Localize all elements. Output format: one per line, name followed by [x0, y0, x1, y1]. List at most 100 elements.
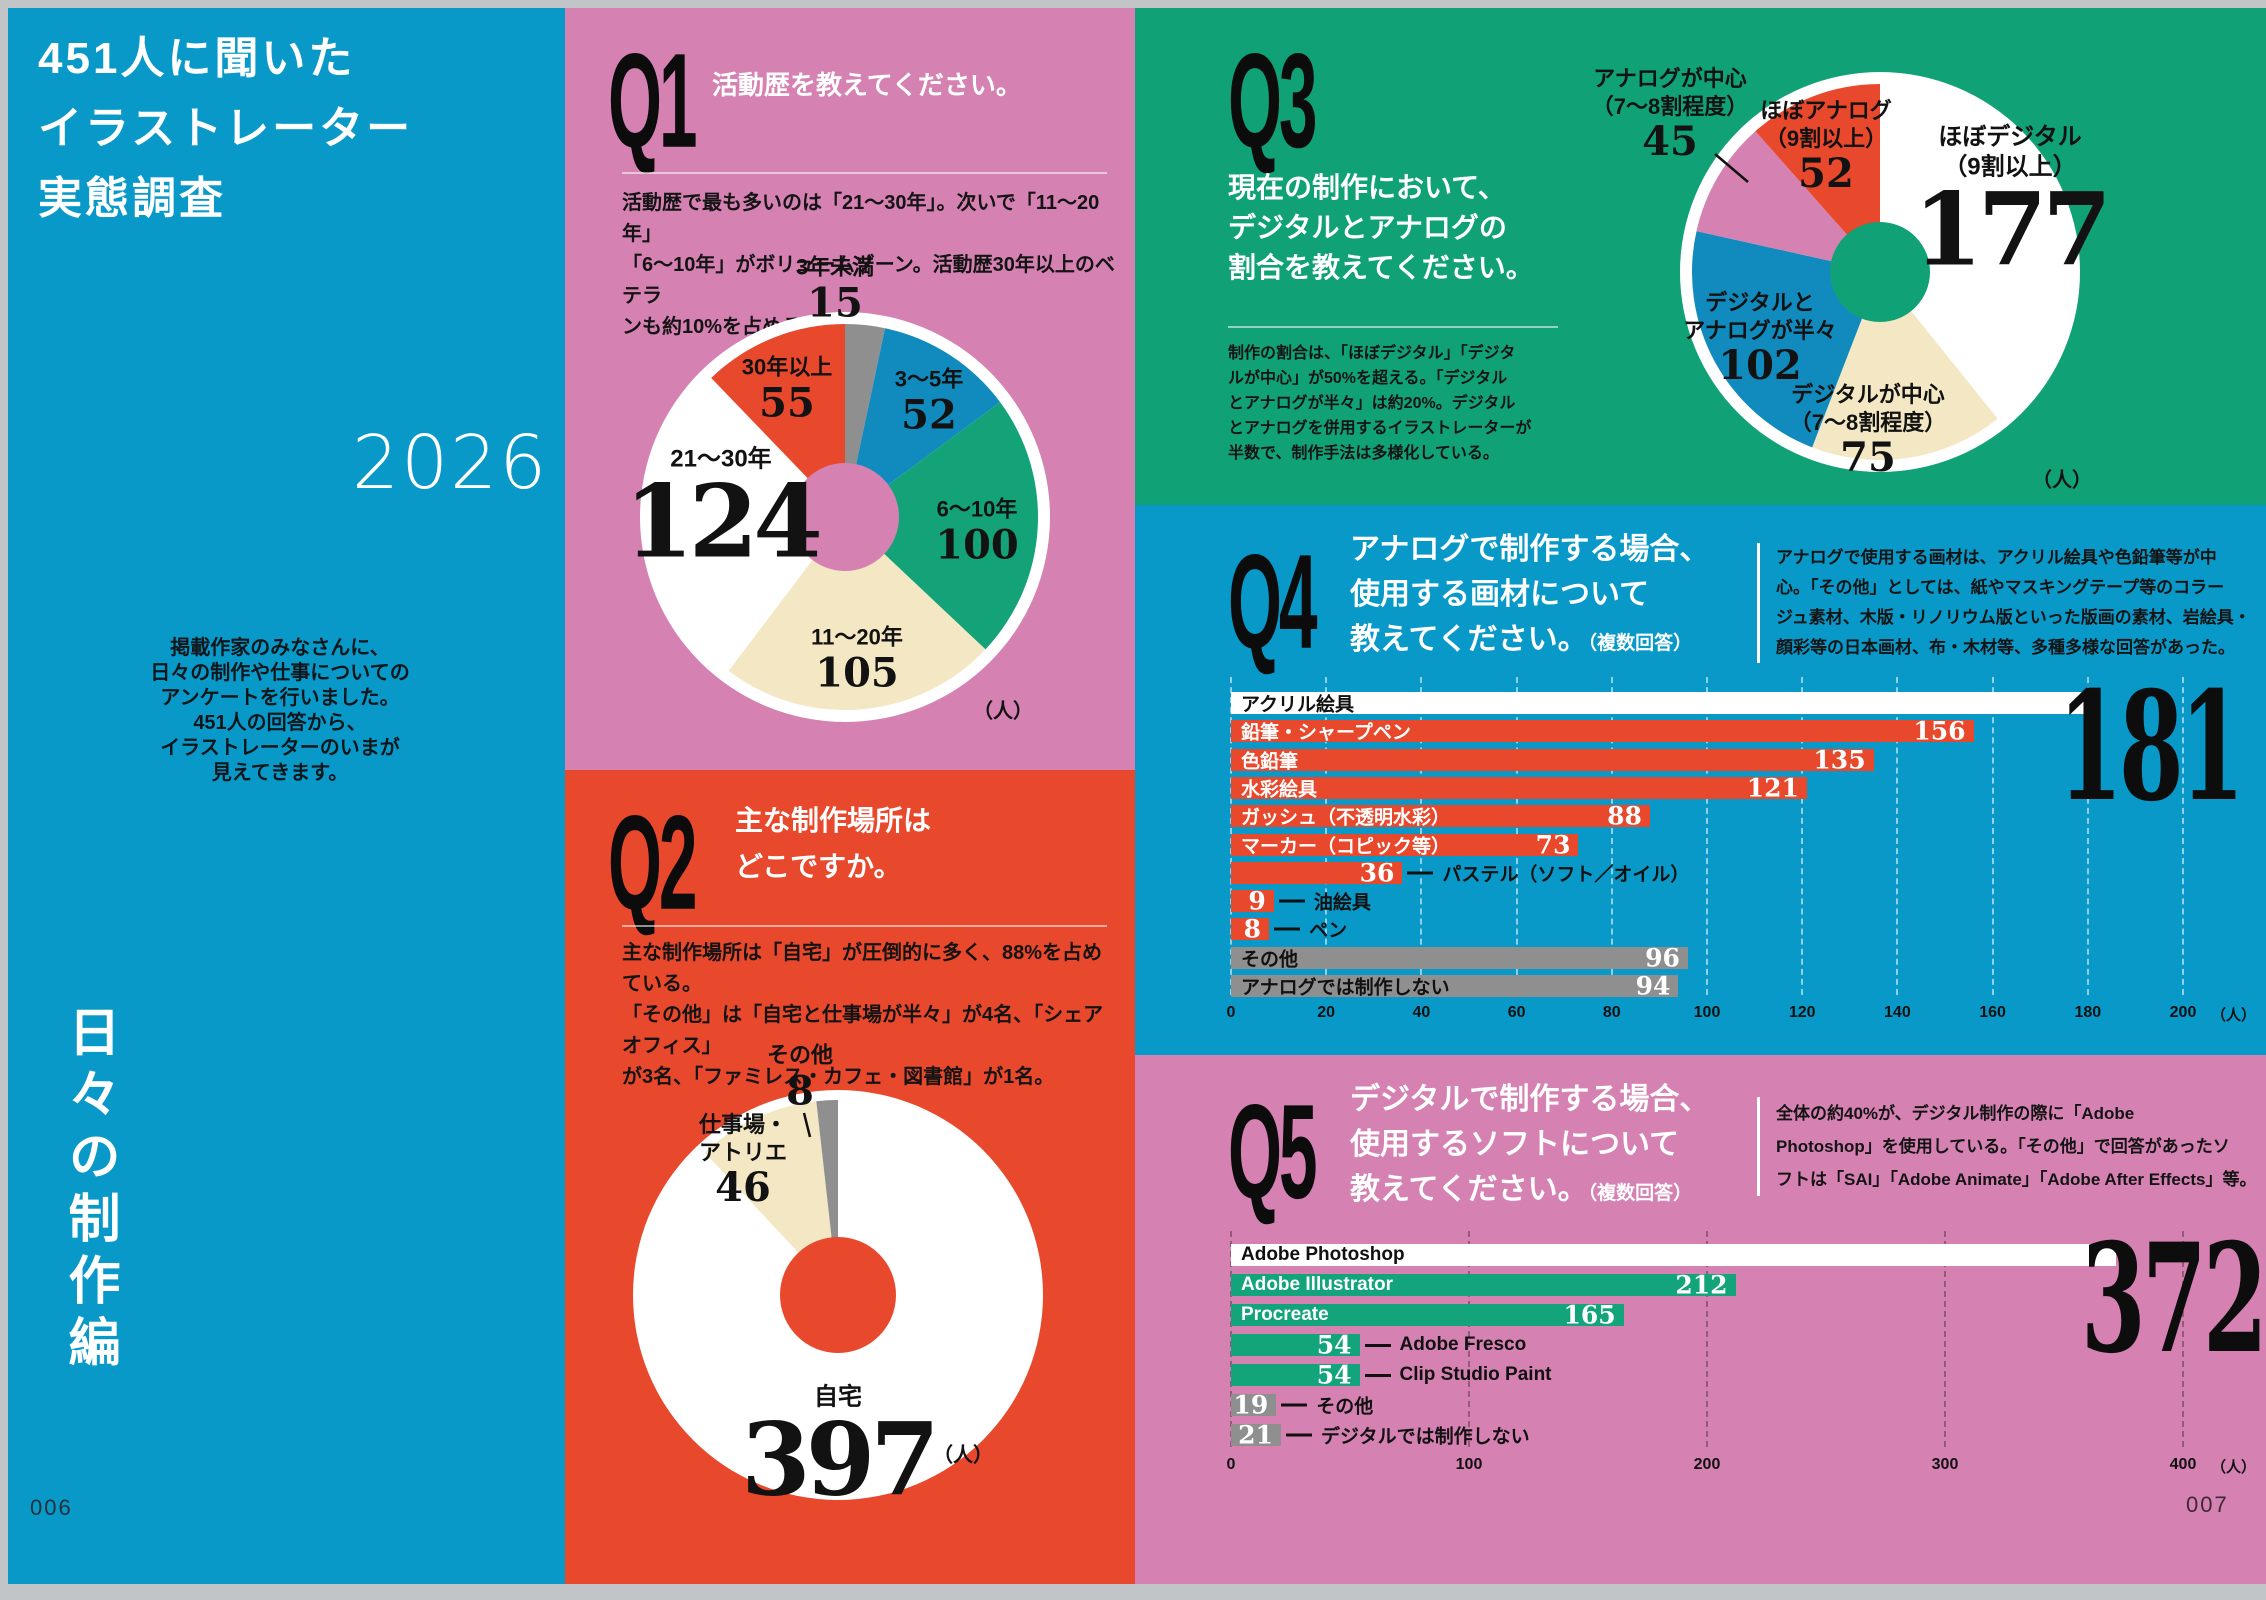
cover-panel: 451人に聞いた イラストレーター 実態調査 2026 掲載作家のみなさんに、 … — [8, 8, 565, 1584]
bar-label: Adobe Photoshop — [1241, 1244, 1405, 1265]
bar-row: マーカー（コピック等） 73 — [1231, 830, 1579, 859]
axis-unit-label: （人） — [2211, 1007, 2257, 1024]
axis-unit-label: （人） — [2211, 1459, 2257, 1476]
bar-value: 54 — [1316, 1360, 1352, 1390]
bar-label: アナログでは制作しない — [1241, 977, 1450, 999]
section-title-vertical: 日々の制作編 — [60, 1005, 118, 1377]
bar-label-outside: Clip Studio Paint — [1364, 1364, 1552, 1386]
pie-unit-label: （人） — [2032, 469, 2092, 492]
gridline — [1991, 677, 1994, 995]
q1-mark: Q1 — [608, 25, 698, 176]
bar-label: Adobe Illustrator — [1241, 1274, 1394, 1295]
bar-row: 19 — [1231, 1391, 1277, 1420]
bar-connector-line — [1281, 1403, 1308, 1407]
pie-unit-label: （人） — [973, 700, 1033, 723]
bar-value-big: 181 — [2057, 659, 2245, 835]
pie-slice — [1755, 84, 1880, 272]
axis-tick-label: 300 — [1931, 1456, 1959, 1473]
page-title: 451人に聞いた イラストレーター 実態調査 — [38, 34, 414, 223]
pie-slice — [728, 517, 986, 710]
bar-value: 156 — [1913, 716, 1966, 746]
axis-tick-label: 40 — [1412, 1004, 1431, 1021]
bar-value: 165 — [1563, 1300, 1616, 1330]
q1-question: 活動歴を教えてください。 — [712, 66, 1022, 104]
bar-label: 鉛筆・シャープペン — [1241, 722, 1411, 744]
bar-row: Procreate 165 — [1231, 1301, 1624, 1330]
gridline — [1944, 1231, 1946, 1447]
bar-value-big: 372 — [2081, 1211, 2266, 1387]
q5-bar-chart: 0 100 200 300 400 （人） Adobe Photoshop 372 Adobe … — [1135, 1055, 2266, 1584]
gridline — [1896, 677, 1899, 995]
gridline — [1706, 677, 1708, 995]
q3-panel: Q3 現在の制作において、 デジタルとアナログの 割合を教えてください。 制作の… — [1135, 8, 2266, 505]
bar-row: アクリル絵具 — [1231, 692, 2093, 716]
bar-label-outside: デジタルでは制作しない — [1285, 1422, 1530, 1449]
q2-description: 主な制作場所は「自宅」が圧倒的に多く、88%を占めている。 「その他」は「自宅と… — [622, 942, 1104, 1088]
bar-row: アナログでは制作しない 94 — [1231, 972, 1679, 1001]
bar-value: 54 — [1316, 1330, 1352, 1360]
bar-label: デジタルでは制作しない — [1320, 1426, 1530, 1448]
bar-connector-line — [1285, 1433, 1312, 1437]
pie-slice — [1812, 272, 1998, 460]
q1-panel: Q1 活動歴を教えてください。 活動歴で最も多いのは「21〜30年」。次いで「1… — [565, 8, 1135, 770]
q4-bar-chart: 0 20 40 60 80 100 120 140 160 180 200 （人） アクリル絵具 181 鉛… — [1135, 505, 2266, 1055]
axis-tick-label: 0 — [1226, 1456, 1236, 1473]
bar-label: ペン — [1309, 920, 1348, 942]
q4-mark: Q4 — [1228, 526, 1318, 677]
q2-panel: Q2 主な制作場所は どこですか。 主な制作場所は「自宅」が圧倒的に多く、88%… — [565, 770, 1135, 1584]
pie-slice — [652, 377, 845, 671]
bar-value: 73 — [1535, 830, 1571, 859]
bar-label-outside: Adobe Fresco — [1364, 1334, 1526, 1356]
page-number-left: 006 — [30, 1495, 73, 1520]
q1-description: 活動歴で最も多いのは「21〜30年」。次いで「11〜20年」 「6〜10年」がボ… — [622, 192, 1115, 338]
pie-unit-label: （人） — [933, 1444, 993, 1467]
pie-slice — [704, 1101, 838, 1295]
bar-connector-line — [1278, 899, 1305, 903]
pie-slice — [845, 328, 1001, 517]
bar-row: ガッシュ（不透明水彩） 88 — [1231, 802, 1650, 831]
q5-question-note: （複数回答） — [1587, 1183, 1693, 1204]
bar-value: 21 — [1238, 1420, 1273, 1450]
bar-row: その他 96 — [1231, 943, 1688, 972]
bar-label-outside: パステル（ソフト／オイル） — [1407, 859, 1689, 886]
bar-label: パステル（ソフト／オイル） — [1442, 864, 1690, 886]
bar-connector-line — [1364, 1373, 1391, 1377]
bar-label: 色鉛筆 — [1241, 751, 1299, 773]
axis-tick-label: 100 — [1455, 1456, 1483, 1473]
bar-connector-line — [1407, 871, 1434, 875]
q3-mark: Q3 — [1228, 25, 1318, 176]
gridline — [2182, 677, 2184, 995]
q4-question-note: （複数回答） — [1587, 633, 1693, 654]
bar-value: 19 — [1233, 1390, 1269, 1420]
bar-value: 94 — [1635, 971, 1671, 1001]
q3-divider — [1228, 326, 1558, 328]
page-number-right: 007 — [2186, 1492, 2229, 1517]
q5-question-text: デジタルで制作する場合、 使用するソフトについて 教えてください。 — [1350, 1083, 1710, 1206]
gridline — [1706, 1231, 1708, 1447]
axis-tick-label: 160 — [1979, 1004, 2006, 1021]
q4-question-text: アナログで制作する場合、 使用する画材について 教えてください。 — [1350, 533, 1710, 656]
q4-description: アナログで使用する画材は、アクリル絵具や色鉛筆等が中 心。「その他」としては、紙… — [1757, 543, 2266, 663]
q2-question-text: 主な制作場所は どこですか。 — [735, 805, 932, 882]
cover-intro: 掲載作家のみなさんに、 日々の制作や仕事についての アンケートを行いました。 4… — [150, 637, 410, 784]
axis-tick-label: 0 — [1226, 1004, 1236, 1021]
bar-label: Procreate — [1241, 1304, 1329, 1325]
bar-label: マーカー（コピック等） — [1241, 836, 1451, 857]
axis-tick-label: 200 — [1693, 1456, 1721, 1473]
bar-row: Adobe Photoshop — [1231, 1244, 2117, 1266]
bar-row: 8 — [1231, 915, 1270, 944]
bar-row: 色鉛筆 135 — [1231, 745, 1874, 774]
q5-description: 全体の約40%が、デジタル制作の際に「Adobe Photoshop」を使用して… — [1757, 1097, 2266, 1196]
bar-label: ガッシュ（不透明水彩） — [1241, 807, 1451, 829]
q2-divider — [622, 925, 1107, 927]
bar-row: 9 — [1231, 887, 1274, 916]
q3-pie-chart: ほぼデジタル （9割以上） 177 デジタルが中心 （7〜8割程度） 75 デジタルと … — [1135, 8, 2266, 505]
bar-label: その他 — [1241, 949, 1299, 971]
q5-question: デジタルで制作する場合、 使用するソフトについて 教えてください。（複数回答） — [1350, 1077, 1709, 1216]
pie-leader-line — [1714, 153, 1749, 183]
q4-panel: Q4 アナログで制作する場合、 使用する画材について 教えてください。（複数回答… — [1135, 505, 2266, 1055]
axis-tick-label: 400 — [2169, 1456, 2197, 1473]
q3-description: 制作の割合は、「ほぼデジタル」「デジタ ルが中心」が50%を超える。「デジタル … — [1228, 345, 1532, 462]
axis-tick-label: 120 — [1788, 1004, 1816, 1021]
